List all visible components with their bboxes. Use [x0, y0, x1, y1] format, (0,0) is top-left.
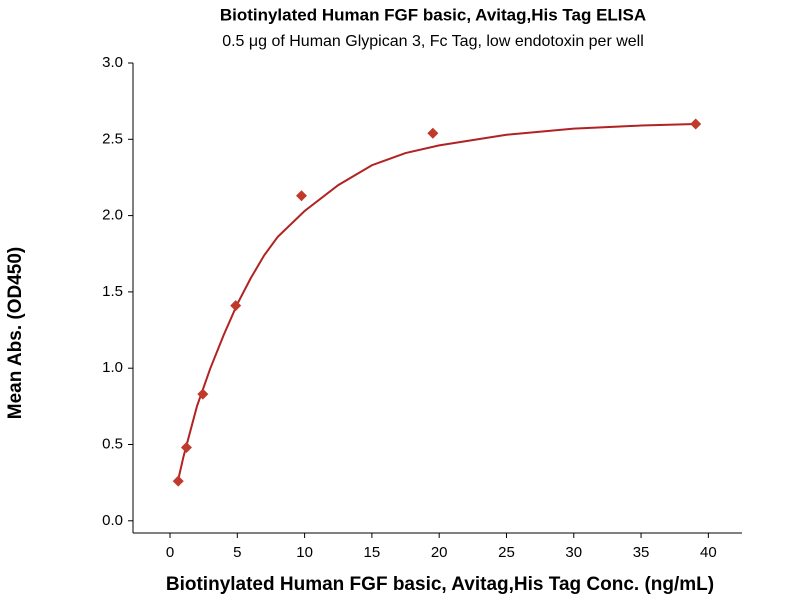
- y-tick-label: 0.5: [102, 435, 123, 452]
- y-tick-label: 2.5: [102, 130, 123, 147]
- y-tick-label: 0.0: [102, 512, 123, 529]
- x-tick-label: 5: [233, 544, 241, 561]
- data-point: [230, 300, 242, 312]
- chart-subtitle: 0.5 μg of Human Glypican 3, Fc Tag, low …: [222, 33, 644, 50]
- y-tick-label: 1.5: [102, 283, 123, 300]
- data-point: [296, 190, 308, 202]
- y-tick-label: 1.0: [102, 359, 123, 376]
- data-point: [427, 127, 439, 139]
- y-tick-label: 2.0: [102, 207, 123, 224]
- fit-curve: [177, 123, 696, 480]
- x-axis-label: Biotinylated Human FGF basic, Avitag,His…: [166, 574, 714, 595]
- data-point: [180, 442, 192, 454]
- x-tick-label: 10: [296, 544, 313, 561]
- data-point: [172, 475, 184, 487]
- x-tick-label: 20: [431, 544, 448, 561]
- chart-title: Biotinylated Human FGF basic, Avitag,His…: [220, 5, 646, 24]
- x-tick-label: 25: [498, 544, 515, 561]
- x-tick-label: 0: [166, 544, 174, 561]
- x-tick-label: 35: [633, 544, 650, 561]
- data-point: [197, 388, 209, 400]
- data-point: [690, 118, 702, 130]
- x-tick-label: 15: [364, 544, 381, 561]
- y-axis-label: Mean Abs. (OD450): [5, 247, 26, 419]
- x-tick-label: 30: [565, 544, 582, 561]
- x-tick-label: 40: [700, 544, 717, 561]
- y-tick-label: 3.0: [102, 54, 123, 71]
